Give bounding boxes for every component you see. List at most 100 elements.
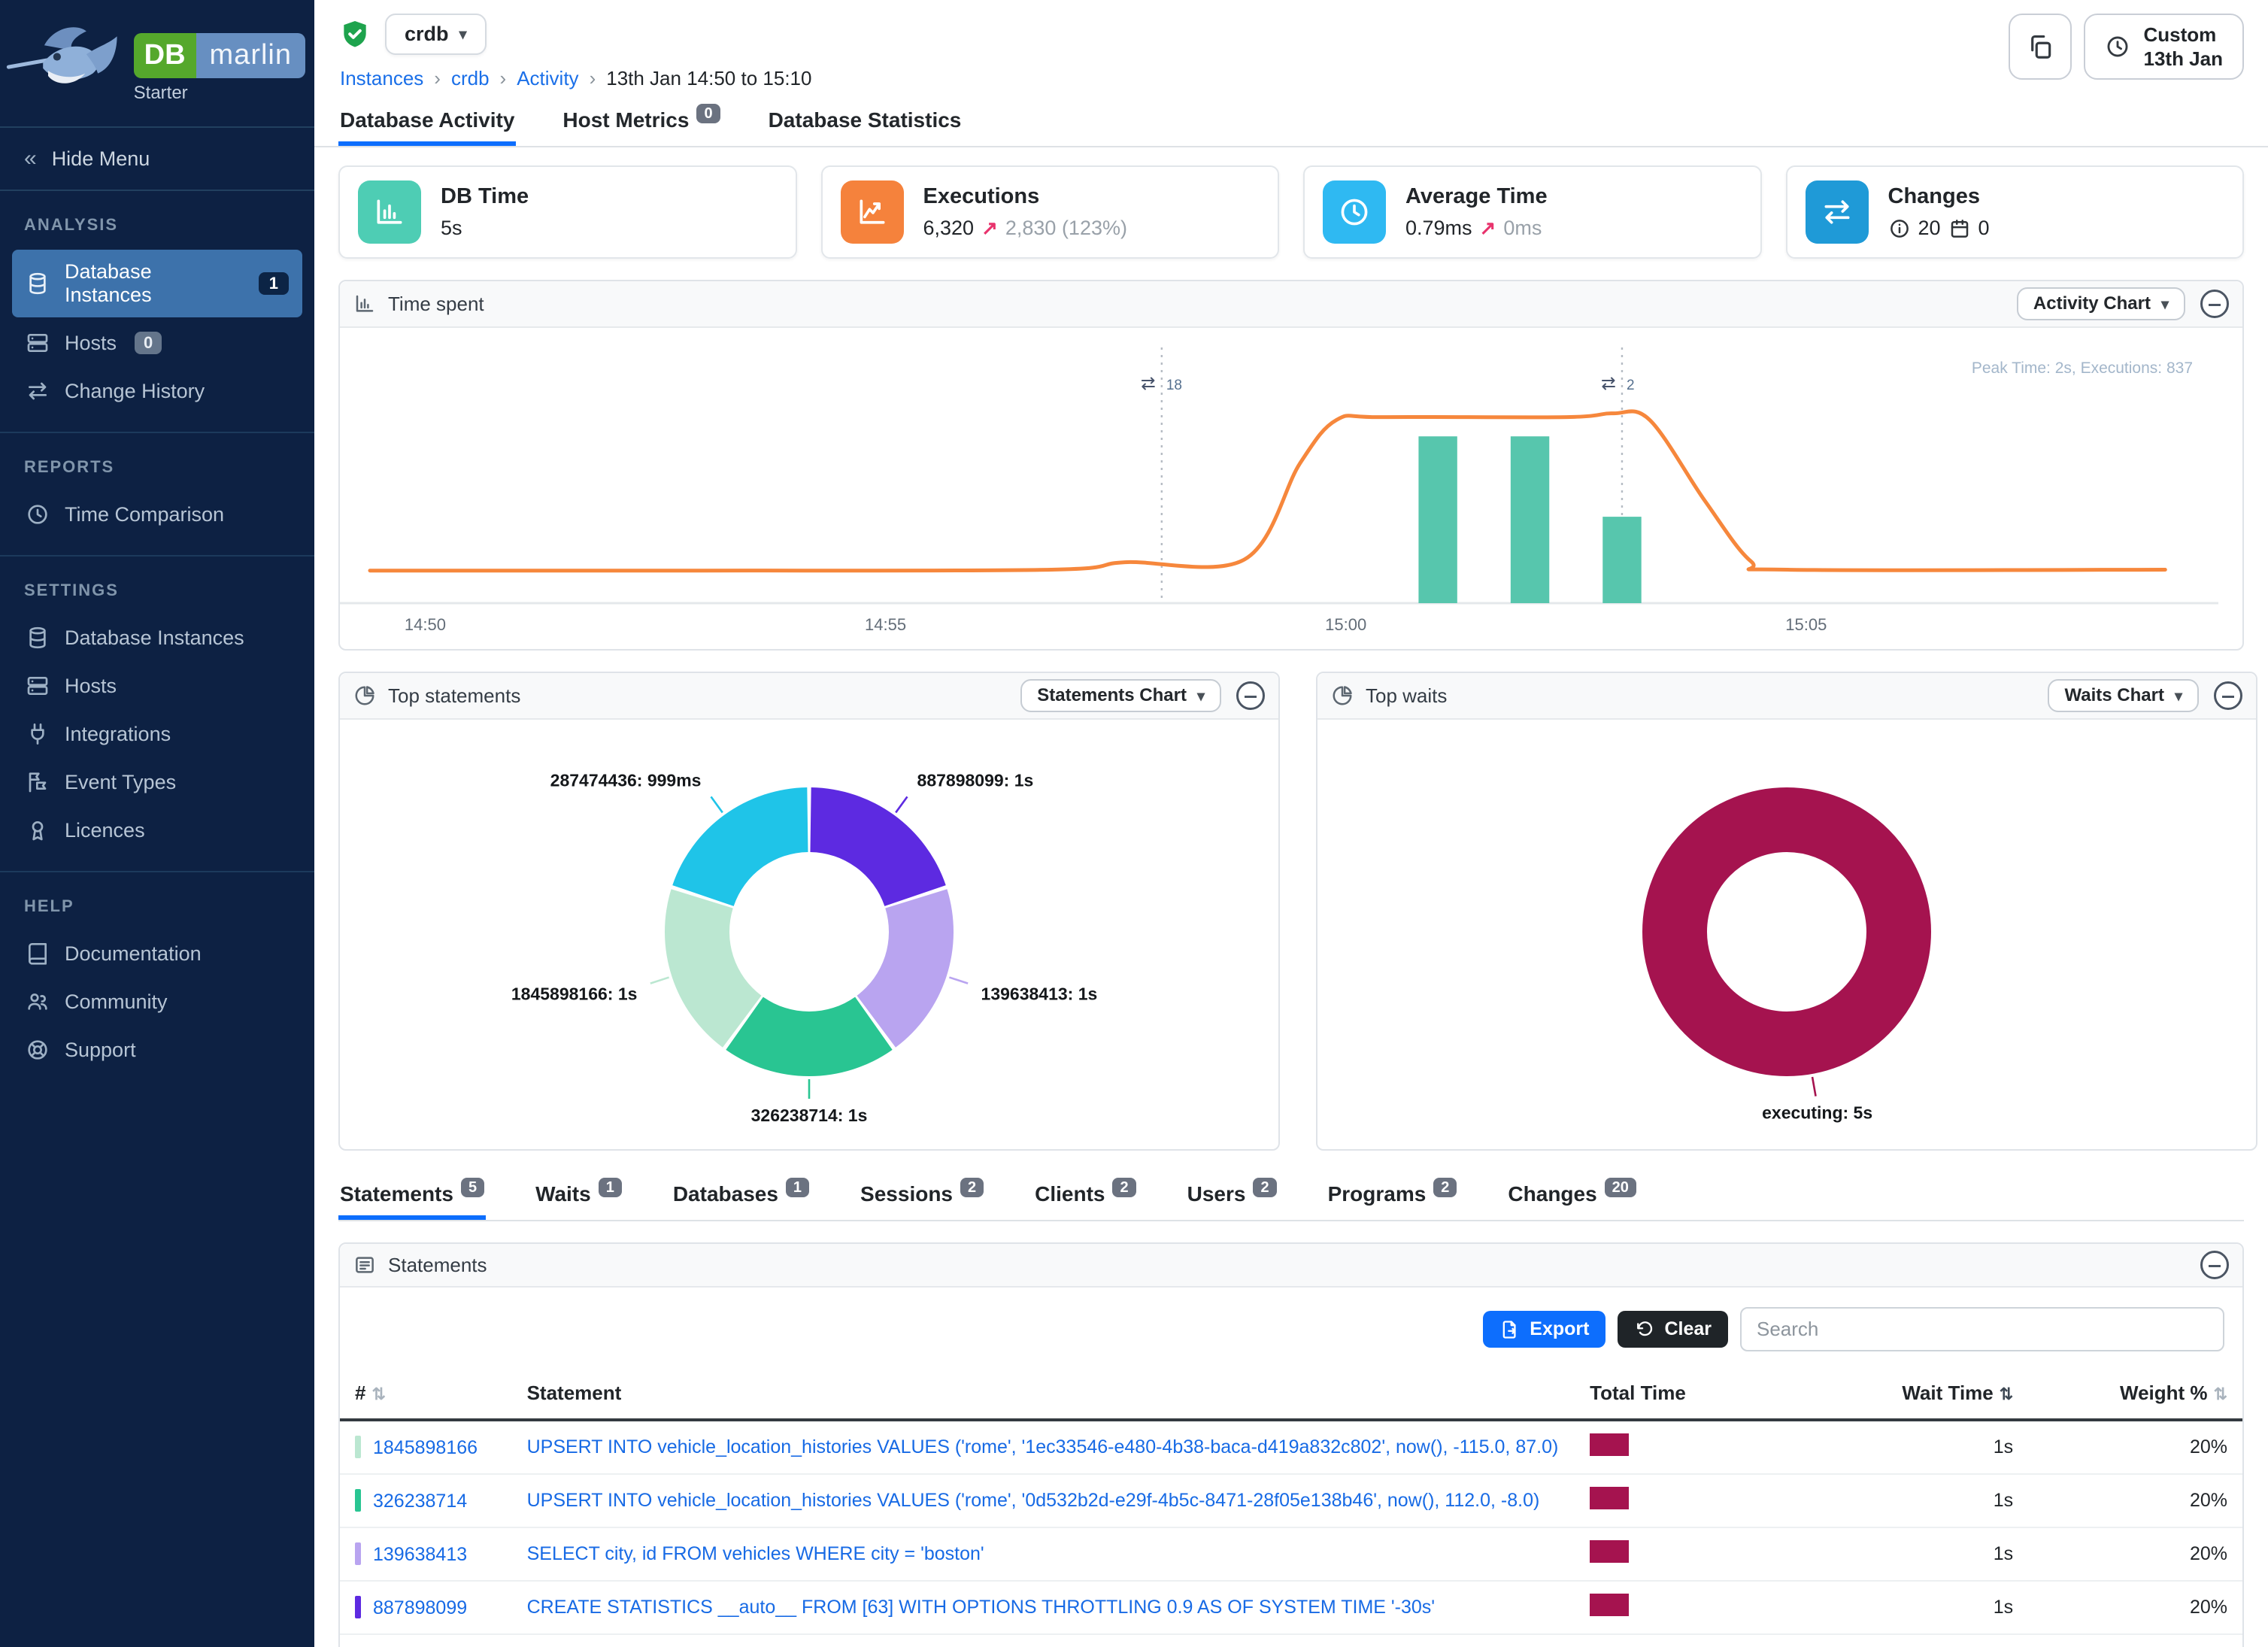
sidebar-item-documentation[interactable]: Documentation	[12, 931, 302, 976]
tab-sessions[interactable]: Sessions 2	[859, 1175, 985, 1220]
time-spent-panel: Time spent Activity Chart ▾ 14:50 14:55 15…	[338, 280, 2244, 651]
tab-waits[interactable]: Waits 1	[534, 1175, 623, 1220]
statement-link[interactable]: UPSERT INTO vehicle_location_histories V…	[526, 1490, 1540, 1511]
collapse-button[interactable]	[1236, 681, 1265, 710]
tab-statements[interactable]: Statements 5	[338, 1175, 487, 1220]
sidebar-item-database-instances[interactable]: Database Instances	[12, 615, 302, 660]
sidebar-item-label: Time Comparison	[65, 502, 225, 526]
sidebar-item-database-instances[interactable]: Database Instances 1	[12, 250, 302, 317]
time-spent-chart[interactable]: 14:50 14:55 15:00 15:05 Peak Time: 2s, Execu…	[340, 328, 2218, 644]
tab-changes[interactable]: Changes 20	[1506, 1175, 1638, 1220]
breadcrumb-link[interactable]: Instances	[340, 67, 424, 89]
kpi-average-time: Average Time 0.79ms ↗ 0ms	[1303, 165, 1762, 259]
svg-text:1845898166: 1s: 1845898166: 1s	[511, 984, 638, 1003]
tab-database-statistics[interactable]: Database Statistics	[767, 102, 963, 146]
weight-cell: 20%	[2028, 1634, 2242, 1647]
database-icon	[26, 626, 50, 650]
statement-id-cell: 887898099	[340, 1581, 512, 1635]
column-header-weight[interactable]: Weight % ⇅	[2028, 1368, 2242, 1421]
tab-label: Programs	[1327, 1182, 1427, 1206]
tab-programs[interactable]: Programs 2	[1327, 1175, 1459, 1220]
sort-icon: ⇅	[1999, 1385, 2014, 1403]
top-waits-donut[interactable]: executing: 5s	[1317, 720, 2256, 1144]
svg-text:15:05: 15:05	[1785, 615, 1827, 634]
top-statements-donut[interactable]: 887898099: 1s 139638413: 1s 326238714: 1s 1…	[340, 720, 1278, 1144]
clear-button[interactable]: Clear	[1618, 1311, 1728, 1348]
statement-id-link[interactable]: 1845898166	[373, 1437, 478, 1458]
statement-color-swatch	[355, 1489, 361, 1512]
tab-clients[interactable]: Clients 2	[1033, 1175, 1137, 1220]
statement-id-link[interactable]: 139638413	[373, 1544, 468, 1565]
db-time-icon	[358, 180, 421, 244]
copy-link-button[interactable]	[2008, 14, 2072, 80]
sidebar-section-title: ANALYSIS	[24, 215, 119, 234]
sidebar-item-time-comparison[interactable]: Time Comparison	[12, 492, 302, 537]
statement-color-swatch	[355, 1542, 361, 1565]
statement-link[interactable]: CREATE STATISTICS __auto__ FROM [63] WIT…	[526, 1597, 1436, 1618]
tab-databases[interactable]: Databases 1	[672, 1175, 811, 1220]
tab-database-activity[interactable]: Database Activity	[338, 102, 517, 146]
table-toolbar: Export Clear	[340, 1288, 2242, 1362]
sidebar-item-integrations[interactable]: Integrations	[12, 711, 302, 757]
waits-chart-select[interactable]: Waits Chart ▾	[2048, 679, 2199, 712]
table-row: 287474436UPSERT INTO vehicle_location_hi…	[340, 1634, 2242, 1647]
column-header-statement[interactable]: Statement	[511, 1368, 1575, 1421]
export-button[interactable]: Export	[1483, 1311, 1606, 1348]
kpi-cards: DB Time 5s Executions 6,320 ↗ 2,830 (123%) Ave…	[338, 165, 2244, 259]
sidebar-item-label: Integrations	[65, 722, 171, 745]
sidebar-item-change-history[interactable]: Change History	[12, 369, 302, 414]
tab-label: Clients	[1035, 1182, 1105, 1206]
sidebar-item-hosts[interactable]: Hosts 0	[12, 320, 302, 365]
wait-time-cell: 1s	[1774, 1474, 2029, 1528]
average-time-icon	[1323, 180, 1386, 244]
table-header-row: # ⇅ Statement Total Time Wait Time ⇅ Weight % ⇅	[340, 1368, 2242, 1421]
statement-cell: UPSERT INTO vehicle_location_histories V…	[511, 1634, 1575, 1647]
table-row: 1845898166 UPSERT INTO vehicle_location_h…	[340, 1420, 2242, 1475]
statements-chart-select[interactable]: Statements Chart ▾	[1020, 679, 1221, 712]
sidebar-item-event-types[interactable]: Event Types	[12, 760, 302, 805]
statement-link[interactable]: SELECT city, id FROM vehicles WHERE city…	[526, 1543, 984, 1564]
tab-users[interactable]: Users 2	[1186, 1175, 1278, 1220]
tab-badge: 1	[598, 1178, 622, 1197]
hide-menu-button[interactable]: « Hide Menu	[0, 126, 314, 191]
collapse-button[interactable]	[2214, 681, 2242, 710]
svg-text:139638413: 1s: 139638413: 1s	[981, 984, 1098, 1003]
time-range-button[interactable]: Custom 13th Jan	[2083, 14, 2244, 80]
chevron-down-icon: ▾	[459, 26, 467, 43]
total-time-bar	[1590, 1540, 1630, 1563]
column-header-total-time[interactable]: Total Time	[1575, 1368, 1775, 1421]
calendar-icon	[1948, 217, 1971, 240]
column-header-[interactable]: # ⇅	[340, 1368, 512, 1421]
sidebar-item-hosts[interactable]: Hosts	[12, 663, 302, 708]
collapse-button[interactable]	[2200, 1251, 2229, 1279]
chevrons-left-icon: «	[24, 146, 37, 171]
column-header-wait-time[interactable]: Wait Time ⇅	[1774, 1368, 2029, 1421]
svg-text:14:50: 14:50	[405, 615, 446, 634]
sidebar-item-support[interactable]: Support	[12, 1027, 302, 1072]
tab-badge: 2	[1253, 1178, 1277, 1197]
statements-chart-label: Statements Chart	[1037, 685, 1187, 705]
search-input[interactable]	[1740, 1307, 2224, 1351]
instance-selector[interactable]: crdb ▾	[385, 14, 487, 55]
logo-plan-label: Starter	[133, 83, 188, 103]
statement-link[interactable]: UPSERT INTO vehicle_location_histories V…	[526, 1436, 1559, 1457]
kpi-value-text: 0.79ms	[1405, 217, 1472, 239]
breadcrumb-link[interactable]: crdb	[450, 67, 490, 89]
breadcrumb-link[interactable]: Activity	[517, 67, 579, 89]
breadcrumb-separator: ›	[499, 67, 507, 89]
activity-chart-select[interactable]: Activity Chart ▾	[2016, 287, 2185, 320]
statement-cell: UPSERT INTO vehicle_location_histories V…	[511, 1420, 1575, 1475]
table-row: 326238714 UPSERT INTO vehicle_location_hi…	[340, 1474, 2242, 1528]
weight-cell: 20%	[2028, 1420, 2242, 1475]
statement-id-link[interactable]: 326238714	[373, 1491, 468, 1512]
sidebar-section-title: SETTINGS	[24, 581, 119, 599]
collapse-button[interactable]	[2200, 290, 2229, 318]
tab-label: Changes	[1508, 1182, 1597, 1206]
tab-host-metrics[interactable]: Host Metrics 0	[561, 102, 721, 146]
kpi-body: Changes 20 0	[1888, 184, 1990, 240]
sidebar-item-community[interactable]: Community	[12, 979, 302, 1024]
column-header-label: Total Time	[1590, 1382, 1686, 1404]
statement-id-link[interactable]: 887898099	[373, 1597, 468, 1618]
wait-time-cell: 1s	[1774, 1581, 2029, 1635]
sidebar-item-licences[interactable]: Licences	[12, 808, 302, 853]
